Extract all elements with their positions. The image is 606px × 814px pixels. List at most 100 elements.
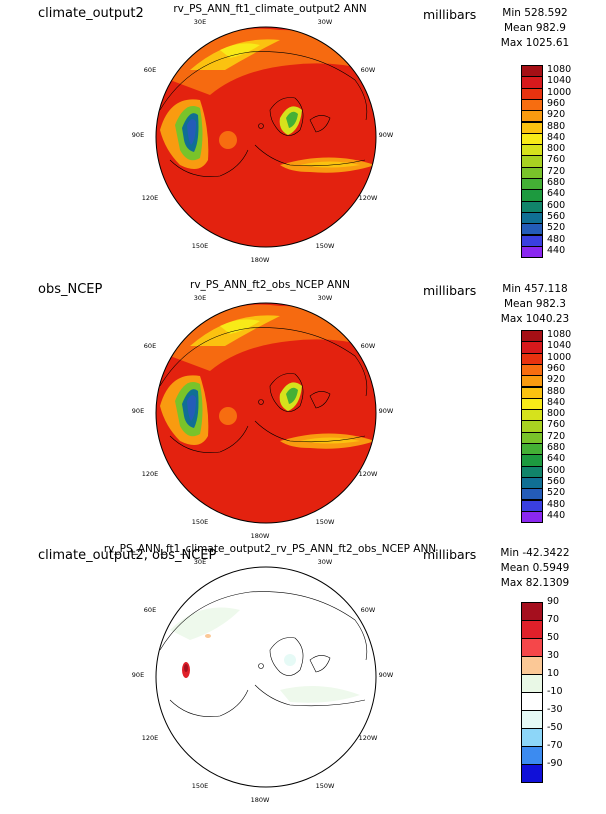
colorbar-tick-label: 680 <box>547 177 566 188</box>
colorbar-swatch <box>521 656 543 675</box>
colorbar-tick-label: 1000 <box>547 86 572 98</box>
map-field <box>156 27 376 247</box>
panel-difference: climate_output2, obs_NCEP rv_PS_ANN_ft1_… <box>0 540 606 808</box>
longitude-label: 120E <box>142 194 159 202</box>
coastline <box>254 420 366 443</box>
field-region <box>187 395 196 421</box>
colorbar-tick-label: 480 <box>547 498 566 510</box>
longitude-label: 150W <box>316 782 335 790</box>
longitude-label: 150E <box>192 782 209 790</box>
colorbar-tick-label: -90 <box>547 758 563 769</box>
colorbar-tick-label: 600 <box>547 199 566 211</box>
colorbar-tick-label: 440 <box>547 509 566 521</box>
stat-min: Min 457.118 <box>502 283 568 295</box>
longitude-label: 30W <box>318 558 333 566</box>
longitude-label: 60W <box>361 66 376 74</box>
colorbar-tick-label: 1000 <box>547 351 572 363</box>
colorbar-tick-label: 800 <box>547 408 566 420</box>
stat-min: Min -42.3422 <box>500 547 570 559</box>
pole-marker <box>258 123 264 129</box>
map-outline <box>155 302 377 524</box>
coastline <box>269 637 304 676</box>
colorbar-swatch <box>521 245 543 259</box>
longitude-label: 60E <box>144 66 156 74</box>
colorbar-tick-label: 760 <box>547 419 566 431</box>
longitude-label: 120W <box>359 194 378 202</box>
panel-climate-output2: climate_output2 rv_PS_ANN_ft1_climate_ou… <box>0 0 606 268</box>
colorbar-tick-label: -10 <box>547 686 563 697</box>
colorbar-swatch <box>521 764 543 783</box>
panel-label: climate_output2, obs_NCEP <box>38 548 217 563</box>
field-region <box>170 607 240 640</box>
longitude-label: 60E <box>144 342 156 350</box>
longitude-label: 90W <box>379 671 394 679</box>
longitude-label: 150E <box>192 518 209 526</box>
units-label: millibars <box>423 283 477 298</box>
field-region <box>187 119 196 145</box>
longitude-label: 30E <box>194 18 206 26</box>
pole-marker <box>258 399 264 405</box>
stat-min: Min 528.592 <box>502 7 568 19</box>
colorbar-swatch <box>521 710 543 729</box>
panel-label: obs_NCEP <box>38 282 103 297</box>
coastline <box>169 149 249 177</box>
colorbar-tick-label: 840 <box>547 131 566 143</box>
colorbar-tick-label: -70 <box>547 740 563 751</box>
colorbar-tick-label: 800 <box>547 143 566 155</box>
colorbar-tick-label: 520 <box>547 222 566 234</box>
longitude-label: 90W <box>379 407 394 415</box>
longitude-label: 30W <box>318 18 333 26</box>
field-region <box>280 686 360 703</box>
map-outline <box>155 566 377 788</box>
longitude-label: 180W <box>251 796 270 804</box>
colorbar-tick-label: 30 <box>547 650 560 661</box>
colorbar-tick-label: 960 <box>547 97 566 109</box>
panel-title: rv_PS_ANN_ft1_climate_output2 ANN <box>173 3 367 15</box>
field-region <box>170 28 370 95</box>
longitude-label: 150E <box>192 242 209 250</box>
longitude-label: 60E <box>144 606 156 614</box>
coastline <box>159 591 368 661</box>
stat-max: Max 1040.23 <box>500 313 570 325</box>
colorbar-tick-label: 1040 <box>547 340 572 352</box>
polar-map: 30E 30W 60E 60W 90E 90W 120E 120W 150E 150W 180W <box>132 294 394 540</box>
stat-max: Max 82.1309 <box>500 577 570 589</box>
colorbar-tick-label: 680 <box>547 442 566 453</box>
colorbar-tick-label: 480 <box>547 233 566 245</box>
stat-mean: Mean 982.3 <box>503 298 566 310</box>
longitude-label: 120W <box>359 470 378 478</box>
longitude-label: 90E <box>132 131 144 139</box>
colorbar-tick-label: 560 <box>547 475 566 487</box>
colorbar-tick-label: 720 <box>547 165 566 177</box>
colorbar-tick-label: 920 <box>547 374 566 386</box>
field-region <box>184 664 188 672</box>
stat-max: Max 1025.61 <box>500 37 570 49</box>
colorbar-tick-label: 1040 <box>547 75 572 87</box>
longitude-label: 60W <box>361 606 376 614</box>
longitude-label: 90E <box>132 671 144 679</box>
longitude-label: 120W <box>359 734 378 742</box>
colorbar-tick-label: 640 <box>547 453 566 465</box>
coastline <box>254 144 366 167</box>
coastline <box>309 655 331 673</box>
longitude-label: 120E <box>142 470 159 478</box>
colorbar-tick-label: 10 <box>547 668 560 679</box>
colorbar-swatch <box>521 602 543 621</box>
colorbar-tick-label: 1080 <box>547 64 572 75</box>
panel-label: climate_output2 <box>38 6 144 21</box>
stat-mean: Mean 982.9 <box>503 22 566 34</box>
colorbar-tick-label: 960 <box>547 362 566 374</box>
coastline <box>159 327 368 397</box>
colorbar-swatch <box>521 746 543 765</box>
field-region <box>286 111 298 128</box>
panel-title: rv_PS_ANN_ft1_climate_output2_rv_PS_ANN_… <box>103 543 437 555</box>
longitude-label: 30E <box>194 558 206 566</box>
field-region <box>284 654 296 666</box>
longitude-label: 120E <box>142 734 159 742</box>
units-label: millibars <box>423 547 477 562</box>
field-region <box>220 319 260 334</box>
polar-map: 30E 30W 60E 60W 90E 90W 120E 120W 150E 150W 180W <box>132 18 394 264</box>
field-region <box>205 634 211 638</box>
coastline <box>254 684 366 707</box>
colorbar-swatch <box>521 510 543 524</box>
